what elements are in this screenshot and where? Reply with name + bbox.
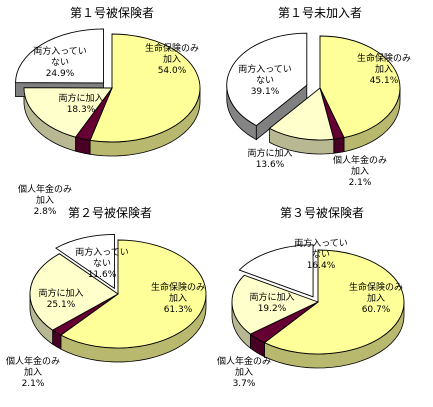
- slice-label: 生命保険のみ加入 60.7%: [349, 281, 403, 315]
- slice-label-line: 両方入ってい: [238, 63, 292, 75]
- slice-label: 個人年金のみ加入 2.1%: [333, 154, 387, 188]
- slice-label-line: 両方入ってい: [33, 45, 87, 57]
- slice-label-line: 両方入ってい: [75, 246, 129, 258]
- pie-slice: [319, 35, 401, 139]
- slice-label-line: 個人年金のみ: [18, 183, 72, 195]
- slice-label-line: 加入: [367, 293, 385, 304]
- slice-label-line: 個人年金のみ: [333, 154, 387, 166]
- slice-label-line: 両方に加入: [247, 147, 292, 159]
- slice-value: 16.4%: [307, 261, 336, 271]
- slice-label-line: 生命保険のみ: [357, 52, 411, 64]
- slice-value: 3.7%: [233, 379, 256, 389]
- slice-label: 両方入っていない 39.1%: [238, 63, 292, 97]
- pie-slice: [55, 233, 115, 290]
- slice-label: 両方に加入 18.3%: [58, 92, 103, 115]
- slice-label: 個人年金のみ加入 3.7%: [217, 355, 271, 389]
- chart-title: 第１号被保険者: [70, 6, 154, 20]
- slice-label: 個人年金のみ加入 2.1%: [6, 355, 60, 389]
- slice-label-line: ない: [256, 75, 274, 86]
- slice-label: 生命保険のみ加入 61.3%: [151, 281, 205, 315]
- slice-value: 19.2%: [258, 304, 287, 314]
- slice-label-line: 加入: [169, 293, 187, 304]
- slice-label-line: 加入: [235, 367, 253, 378]
- slice-label-line: 加入: [36, 195, 54, 206]
- slice-value: 25.1%: [47, 300, 76, 310]
- slice-value: 54.0%: [158, 66, 187, 76]
- pie-slice: [238, 244, 314, 298]
- pie-slice-side: [333, 137, 345, 154]
- pie-slice: [89, 33, 201, 143]
- pie-slice: [29, 253, 119, 331]
- pie-slice: [263, 249, 405, 355]
- slice-value: 24.9%: [46, 69, 75, 79]
- slice-label: 両方入っていない 24.9%: [33, 45, 87, 79]
- pie-slice: [231, 274, 320, 335]
- slice-label-line: 生命保険のみ: [349, 281, 403, 293]
- slice-label-line: 加入: [24, 367, 42, 378]
- slice-label-line: ない: [93, 258, 111, 269]
- pie-slice: [268, 87, 335, 141]
- slice-label-line: 加入: [375, 64, 393, 75]
- pie-slice: [60, 239, 207, 349]
- slice-label-line: 両方入ってい: [294, 237, 348, 249]
- slice-value: 61.3%: [164, 305, 193, 315]
- slice-value: 18.3%: [67, 105, 96, 115]
- slice-value: 39.1%: [251, 87, 280, 97]
- chart-title: 第２号被保険者: [68, 206, 152, 220]
- slice-label-line: 生命保険のみ: [145, 42, 199, 54]
- slice-value: 2.8%: [34, 207, 57, 217]
- slice-label: 個人年金のみ加入 2.8%: [18, 183, 72, 217]
- slice-value: 13.6%: [256, 160, 285, 170]
- slice-label-line: 両方に加入: [58, 92, 103, 104]
- slice-label: 両方に加入 13.6%: [247, 147, 292, 170]
- slice-label-line: 個人年金のみ: [217, 355, 271, 367]
- slice-label-line: ない: [312, 249, 330, 260]
- chart-title: 第３号被保険者: [280, 206, 364, 220]
- slice-value: 2.1%: [349, 178, 372, 188]
- pie-slice: [15, 28, 104, 84]
- slice-value: 11.6%: [88, 270, 117, 280]
- slice-label-line: 生命保険のみ: [151, 281, 205, 293]
- slice-label-line: 加入: [163, 54, 181, 65]
- slice-label-line: 両方に加入: [38, 287, 83, 299]
- slice-label: 生命保険のみ加入 54.0%: [145, 42, 199, 76]
- slice-label: 両方に加入 25.1%: [38, 287, 83, 310]
- chart-title: 第１号未加入者: [278, 6, 362, 20]
- slice-value: 45.1%: [370, 76, 399, 86]
- slice-label-line: 加入: [351, 166, 369, 177]
- slice-label: 生命保険のみ加入 45.1%: [357, 52, 411, 86]
- pie-slice: [23, 87, 113, 138]
- slice-value: 2.1%: [22, 379, 45, 389]
- slice-label-line: 両方に加入: [249, 291, 294, 303]
- slice-value: 60.7%: [362, 305, 391, 315]
- slice-label: 両方に加入 19.2%: [249, 291, 294, 314]
- pie-slice: [226, 32, 308, 127]
- slice-label-line: ない: [51, 57, 69, 68]
- slice-label: 両方入っていない 11.6%: [75, 246, 129, 280]
- slice-label-line: 個人年金のみ: [6, 355, 60, 367]
- slice-label: 両方入っていない 16.4%: [294, 237, 348, 271]
